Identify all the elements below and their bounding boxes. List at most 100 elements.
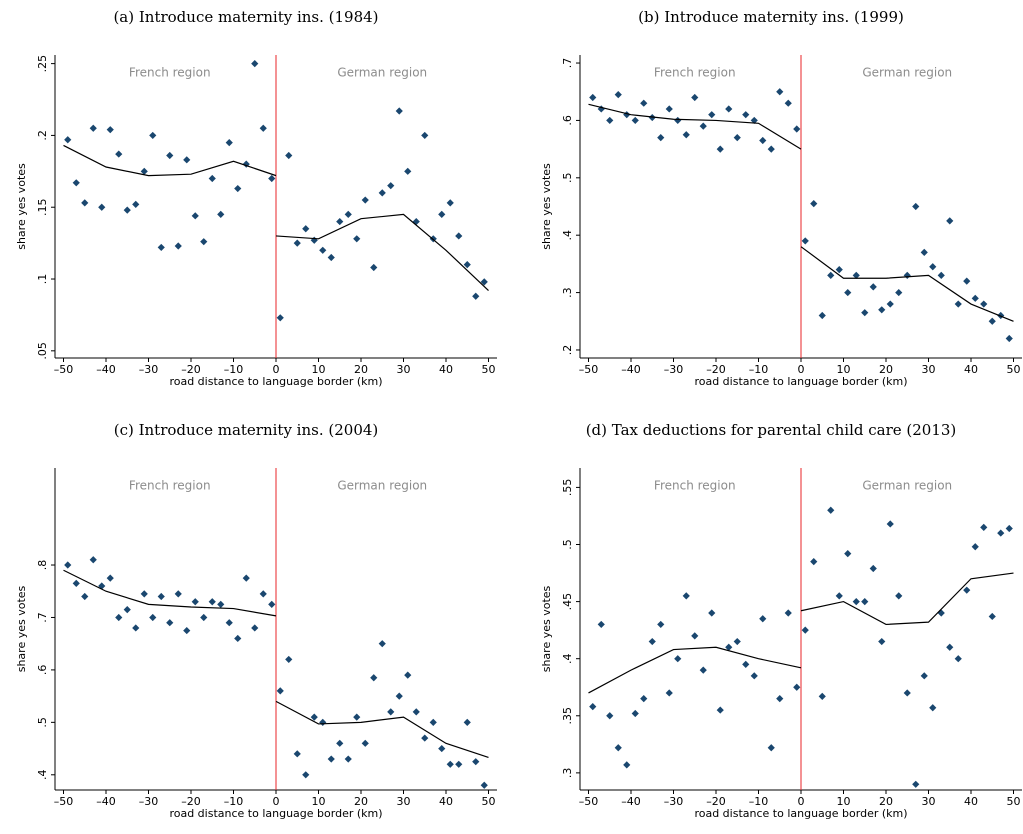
y-tick-label: .7: [561, 58, 574, 68]
data-point: [1005, 524, 1013, 533]
x-tick-label: –20: [706, 363, 726, 376]
data-point: [793, 125, 801, 133]
data-point: [183, 626, 191, 635]
data-point: [463, 261, 471, 269]
data-point: [920, 248, 928, 257]
data-point: [446, 760, 454, 768]
data-point: [631, 116, 639, 125]
data-point: [733, 134, 741, 142]
y-tick-label: .7: [36, 612, 49, 623]
data-point: [929, 704, 937, 712]
data-point: [208, 598, 216, 606]
data-point: [412, 708, 420, 716]
x-tick-label: 0: [273, 795, 280, 808]
data-point: [861, 597, 869, 606]
data-point: [716, 145, 724, 153]
data-point: [276, 687, 284, 695]
data-point: [912, 202, 920, 211]
data-point: [801, 626, 809, 634]
data-point: [455, 232, 463, 240]
data-point: [844, 550, 852, 558]
y-tick-label: .2: [561, 345, 574, 356]
x-tick-label: –30: [664, 363, 684, 376]
y-tick-label: .6: [36, 665, 49, 676]
region-label: German region: [337, 479, 427, 493]
data-point: [827, 271, 835, 279]
data-point: [954, 655, 962, 663]
data-point: [606, 116, 614, 125]
data-point: [708, 111, 716, 119]
data-point: [191, 212, 199, 220]
data-point: [801, 237, 809, 245]
data-point: [293, 750, 301, 758]
data-point: [733, 637, 741, 646]
x-tick-label: 20: [879, 795, 893, 808]
data-point: [971, 543, 979, 551]
data-point: [370, 263, 378, 272]
data-point: [997, 529, 1005, 537]
data-point: [818, 311, 826, 320]
data-point: [750, 116, 758, 125]
x-axis-title: road distance to language border (km): [694, 375, 907, 388]
data-point: [259, 590, 267, 598]
data-point: [106, 574, 114, 582]
data-point: [302, 771, 310, 779]
data-point: [827, 506, 835, 514]
data-point: [674, 116, 682, 125]
x-tick-label: 30: [922, 795, 936, 808]
data-point: [446, 199, 454, 207]
data-point: [132, 200, 140, 208]
data-point: [89, 124, 97, 132]
data-point: [217, 210, 225, 218]
data-point: [361, 196, 369, 204]
data-point: [327, 755, 335, 763]
y-tick-label: .8: [36, 560, 49, 571]
y-tick-label: .5: [561, 539, 574, 550]
data-point: [623, 761, 631, 769]
data-point: [251, 60, 259, 68]
data-point: [776, 695, 784, 703]
data-point: [336, 739, 344, 747]
data-point: [606, 712, 614, 720]
data-point: [480, 781, 488, 789]
data-point: [937, 271, 945, 279]
data-point: [767, 145, 775, 153]
x-tick-label: 30: [922, 363, 936, 376]
data-point: [123, 206, 131, 214]
data-point: [200, 238, 208, 246]
data-point: [980, 300, 988, 308]
region-label: German region: [862, 479, 952, 493]
data-point: [895, 592, 903, 600]
data-point: [725, 643, 733, 651]
data-point: [225, 138, 233, 147]
x-tick-label: 50: [482, 363, 496, 376]
data-point: [174, 242, 182, 250]
x-tick-label: 10: [312, 795, 326, 808]
x-tick-label: 10: [312, 363, 326, 376]
data-point: [174, 590, 182, 598]
data-point: [988, 612, 996, 621]
x-tick-label: 30: [397, 795, 411, 808]
data-point: [716, 706, 724, 714]
x-axis-title: road distance to language border (km): [694, 807, 907, 820]
y-tick-label: .15: [36, 198, 49, 216]
data-point: [149, 613, 157, 622]
fit-line: [800, 572, 1014, 626]
data-point: [665, 105, 673, 113]
data-point: [852, 597, 860, 606]
y-tick-label: .1: [36, 274, 49, 285]
panel-title: (d) Tax deductions for parental child ca…: [586, 421, 957, 439]
region-label: French region: [129, 479, 211, 493]
y-tick-label: .4: [36, 770, 49, 781]
data-point: [810, 558, 818, 566]
data-point: [886, 520, 894, 528]
data-point: [81, 592, 89, 601]
data-point: [217, 600, 225, 608]
data-point: [208, 174, 216, 183]
x-tick-label: –50: [54, 363, 74, 376]
panel-title: (a) Introduce maternity ins. (1984): [113, 8, 378, 26]
y-tick-label: .35: [561, 707, 574, 725]
data-point: [310, 236, 318, 244]
data-point: [971, 294, 979, 302]
data-point: [759, 136, 767, 145]
